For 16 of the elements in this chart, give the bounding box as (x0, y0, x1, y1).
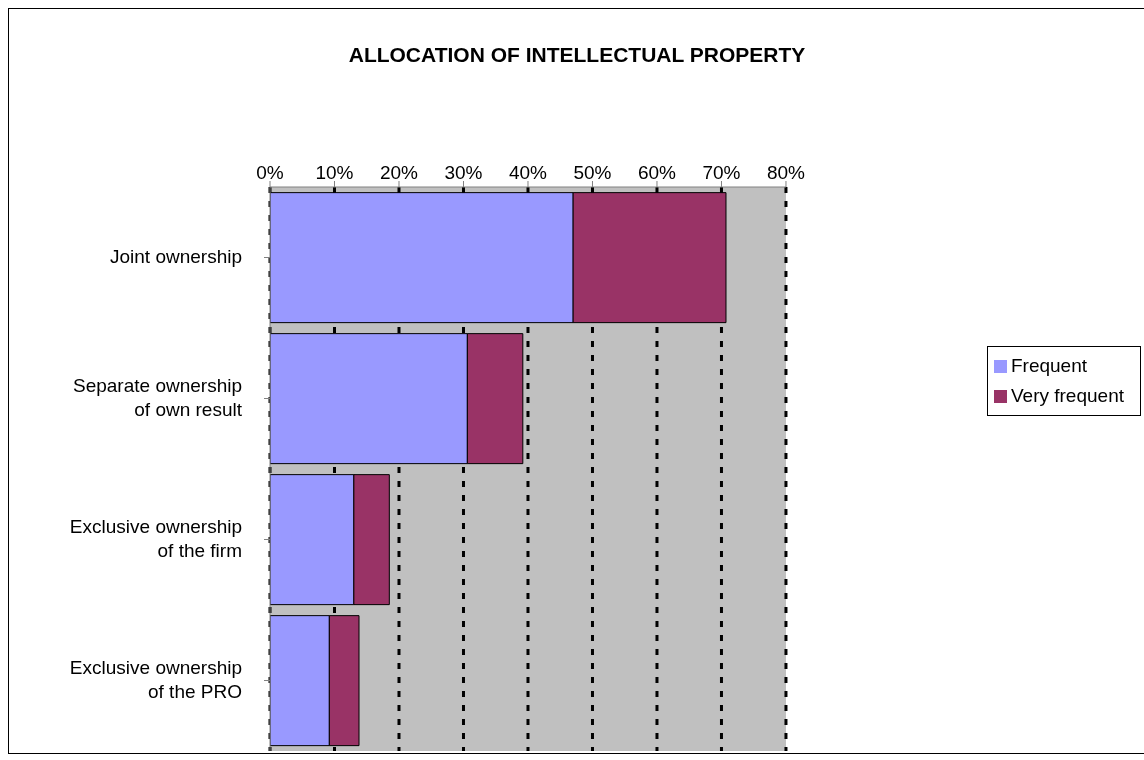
chart-title: ALLOCATION OF INTELLECTUAL PROPERTY (347, 43, 807, 67)
legend-label: Frequent (1010, 355, 1088, 376)
y-tick-label: Exclusive ownership of the PRO (69, 656, 242, 702)
y-tick-label: Separate ownership of own result (73, 374, 243, 420)
legend-label: Very frequent (1010, 385, 1124, 406)
x-tick-label: 30% (444, 162, 483, 183)
x-tick-label: 80% (766, 162, 806, 183)
x-tick-label: 60% (637, 162, 677, 183)
y-tick-label: Exclusive ownership of the firm (69, 515, 242, 561)
x-tick-label: 50% (573, 162, 612, 183)
x-tick-label: 10% (315, 162, 354, 183)
y-tick-label: Joint ownership (109, 245, 242, 267)
x-tick-label: 70% (702, 162, 741, 183)
x-tick-label: 0% (256, 162, 284, 183)
x-tick-label: 40% (508, 162, 548, 183)
x-tick-label: 20% (379, 162, 419, 183)
